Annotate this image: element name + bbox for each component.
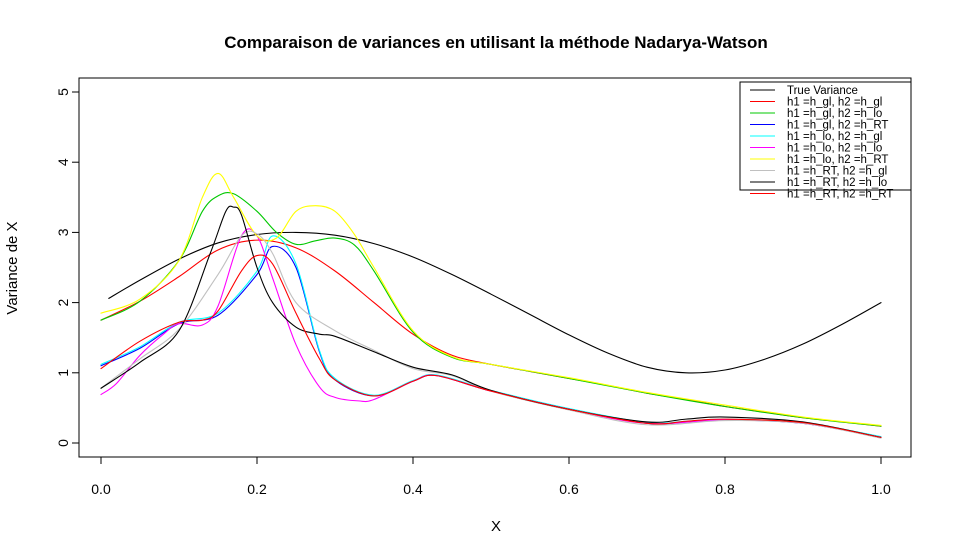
series-line-7 [100,172,882,426]
series-line-3 [100,192,882,427]
legend-entry-label: h1 =h_lo, h2 =h_RT [787,154,888,166]
chart-title: Comparaison de variances en utilisant la… [224,33,768,52]
series-lines [100,172,882,439]
x-tick-label: 0.4 [403,481,423,497]
legend-entry-label: True Variance [787,85,858,97]
x-tick-label: 1.0 [871,481,891,497]
y-axis: 0 1 2 3 4 5 [55,88,80,447]
y-tick-label: 4 [55,158,71,166]
y-tick-label: 5 [55,88,71,96]
y-axis-label: Variance de X [4,221,21,314]
y-tick-label: 1 [55,369,71,377]
legend-entry-label: h1 =h_gl, h2 =h_RT [787,120,888,132]
series-line-6 [100,228,882,438]
series-line-1 [108,231,882,374]
legend-entry-label: h1 =h_gl, h2 =h_lo [787,108,882,120]
x-tick-label: 0.2 [247,481,267,497]
legend-entry-label: h1 =h_RT, h2 =h_lo [787,177,887,189]
legend-entry-label: h1 =h_gl, h2 =h_gl [787,97,882,109]
y-tick-label: 2 [55,298,71,306]
legend-entry-label: h1 =h_RT, h2 =h_gl [787,166,887,178]
x-axis-label: X [491,518,501,535]
legend-entry-label: h1 =h_RT, h2 =h_RT [787,189,893,201]
series-line-8 [100,230,882,439]
y-tick-label: 0 [55,439,71,447]
x-tick-label: 0.6 [559,481,579,497]
series-line-9 [100,205,882,438]
x-tick-label: 0.8 [715,481,735,497]
x-axis: 0.0 0.2 0.4 0.6 0.8 1.0 [91,456,891,497]
y-tick-label: 3 [55,228,71,236]
series-line-10 [100,254,882,438]
legend-entry-label: h1 =h_lo, h2 =h_gl [787,131,882,143]
x-tick-label: 0.0 [91,481,111,497]
legend-entry-label: h1 =h_lo, h2 =h_lo [787,143,882,155]
